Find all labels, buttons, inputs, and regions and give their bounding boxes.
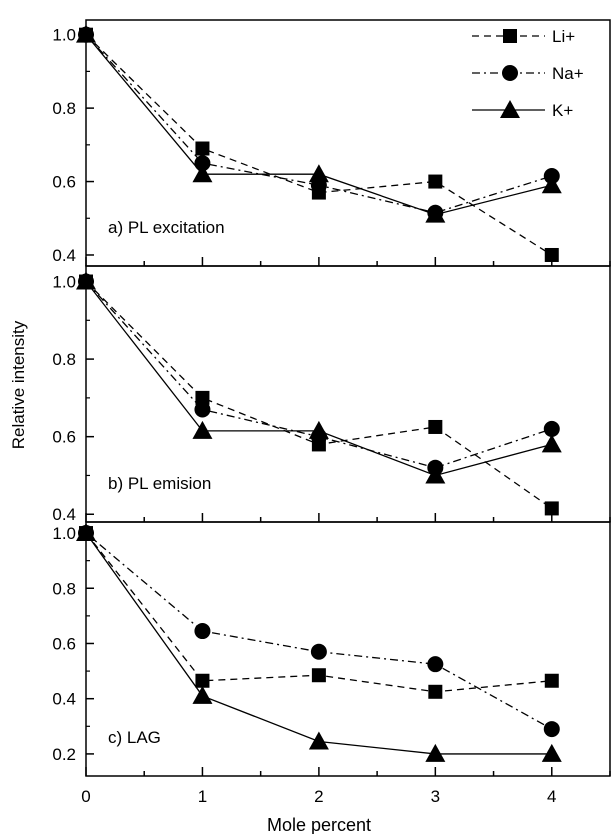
legend-entry: K+	[472, 100, 573, 120]
data-point	[194, 401, 211, 418]
y-tick-label: 0.8	[52, 350, 76, 369]
legend-marker	[500, 100, 520, 118]
y-tick-label: 1.0	[52, 26, 76, 45]
data-point	[311, 668, 326, 683]
legend-entry: Na+	[472, 64, 584, 83]
data-point	[308, 731, 329, 750]
y-tick-label: 0.4	[52, 505, 76, 524]
panel-frame	[85, 521, 611, 777]
data-point	[544, 247, 559, 262]
panel-1: 0.4 0.6 0.8 1.0 a) PL excitation	[52, 19, 611, 267]
series-K-plus	[76, 24, 562, 223]
panel-annotation: c) LAG	[108, 728, 161, 747]
data-point	[192, 164, 213, 183]
data-point	[76, 271, 96, 290]
legend-marker	[502, 65, 518, 81]
legend-label: Na+	[552, 64, 584, 83]
panels: 0.4 0.6 0.8 1.0 a) PL excitation 0.4 0.6 0.8 1.0…	[52, 19, 611, 806]
panel-3: 0.2 0.4 0.6 0.8 1.0 0 1 2 3 4 c) LAG	[52, 521, 611, 806]
legend-marker	[503, 29, 517, 43]
data-point	[76, 523, 96, 542]
y-tick-label: 1.0	[52, 273, 76, 292]
data-point	[544, 501, 559, 516]
x-tick-label: 1	[198, 787, 207, 806]
series-K-plus	[76, 523, 562, 762]
data-point	[192, 685, 213, 704]
data-point	[543, 721, 560, 738]
legend-label: K+	[552, 101, 573, 120]
data-point	[425, 743, 446, 762]
data-point	[428, 419, 443, 434]
data-point	[428, 174, 443, 189]
series-Na-plus	[78, 26, 560, 221]
data-point	[194, 155, 211, 172]
y-tick-label: 1.0	[52, 524, 76, 543]
y-tick-label: 0.2	[52, 745, 76, 764]
data-point	[541, 175, 562, 194]
data-point	[195, 673, 210, 688]
series-line	[85, 34, 553, 256]
data-point	[310, 643, 327, 660]
series-K-plus	[76, 271, 562, 484]
y-tick-label: 0.8	[52, 579, 76, 598]
series-line	[85, 532, 552, 755]
x-tick-label: 3	[431, 787, 440, 806]
series-Na-plus	[78, 525, 560, 738]
series-Li-plus	[79, 526, 559, 699]
data-point	[541, 434, 562, 453]
y-tick-label: 0.6	[52, 173, 76, 192]
data-point	[195, 390, 210, 405]
data-point	[194, 623, 211, 640]
data-point	[543, 420, 560, 437]
legend: Li+ Na+ K+	[472, 27, 584, 120]
y-tick-label: 0.6	[52, 634, 76, 653]
data-point	[544, 673, 559, 688]
x-tick-label: 2	[314, 787, 323, 806]
y-tick-label: 0.6	[52, 428, 76, 447]
data-point	[428, 684, 443, 699]
x-tick-label: 0	[81, 787, 90, 806]
panel-annotation: a) PL excitation	[108, 218, 225, 237]
series-line	[85, 532, 552, 693]
y-axis-label: Relative intensity	[9, 320, 28, 449]
panel-2: 0.4 0.6 0.8 1.0 b) PL emision	[52, 265, 611, 524]
x-tick-label: 4	[547, 787, 556, 806]
data-point	[425, 465, 446, 484]
y-tick-label: 0.4	[52, 690, 76, 709]
y-tick-label: 0.4	[52, 246, 76, 265]
data-point	[195, 141, 210, 156]
data-point	[427, 656, 444, 673]
data-point	[308, 420, 329, 439]
legend-entry: Li+	[472, 27, 575, 46]
data-point	[192, 420, 213, 439]
data-point	[308, 164, 329, 183]
data-point	[76, 24, 96, 43]
legend-label: Li+	[552, 27, 575, 46]
x-axis-label: Mole percent	[267, 815, 371, 834]
data-point	[541, 743, 562, 762]
panel-annotation: b) PL emision	[108, 474, 211, 493]
data-point	[425, 204, 446, 223]
y-tick-label: 0.8	[52, 99, 76, 118]
